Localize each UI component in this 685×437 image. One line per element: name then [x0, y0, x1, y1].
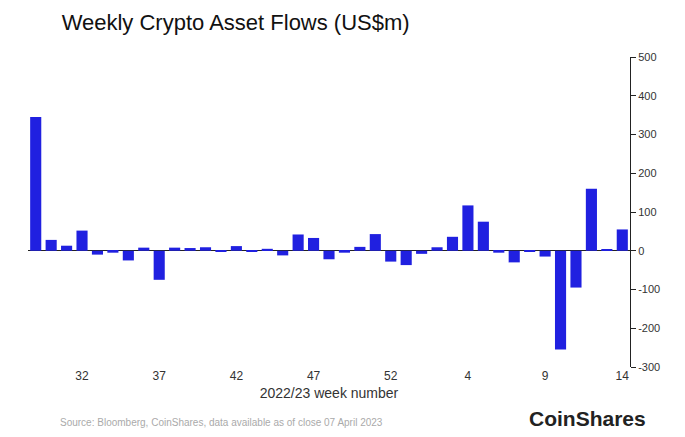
svg-text:42: 42 — [230, 369, 244, 383]
svg-text:400: 400 — [638, 90, 656, 102]
svg-text:47: 47 — [307, 369, 321, 383]
svg-text:4: 4 — [465, 369, 472, 383]
svg-text:-300: -300 — [638, 361, 660, 373]
svg-text:200: 200 — [638, 167, 656, 179]
svg-text:32: 32 — [75, 369, 89, 383]
svg-text:CoinShares: CoinShares — [529, 407, 646, 430]
svg-text:500: 500 — [638, 51, 656, 63]
svg-text:52: 52 — [384, 369, 398, 383]
svg-text:-100: -100 — [638, 283, 660, 295]
svg-text:100: 100 — [638, 206, 656, 218]
svg-text:9: 9 — [542, 369, 549, 383]
svg-text:0: 0 — [638, 245, 644, 257]
svg-text:37: 37 — [153, 369, 167, 383]
svg-text:2022/23 week number: 2022/23 week number — [260, 385, 399, 401]
svg-text:-200: -200 — [638, 322, 660, 334]
svg-text:14: 14 — [616, 369, 630, 383]
svg-text:300: 300 — [638, 128, 656, 140]
svg-text:Source: Bloomberg, CoinShares,: Source: Bloomberg, CoinShares, data avai… — [60, 417, 383, 428]
svg-text:Weekly Crypto Asset Flows (US$: Weekly Crypto Asset Flows (US$m) — [62, 10, 410, 35]
